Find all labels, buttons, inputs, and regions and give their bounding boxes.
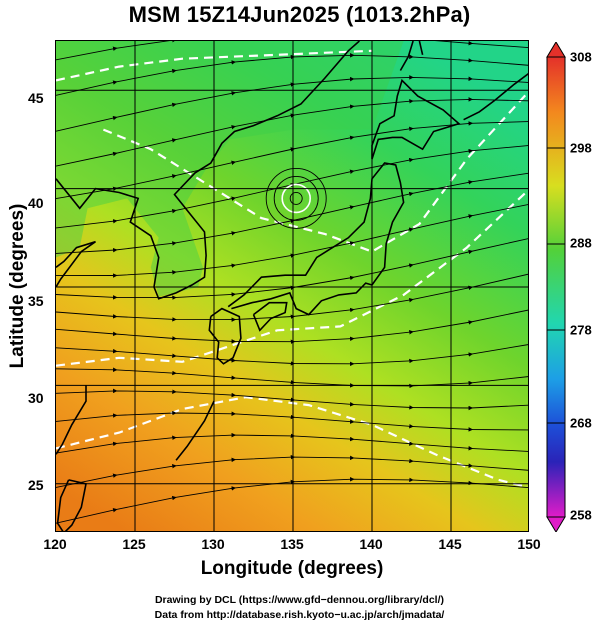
- coastline-layer: [56, 41, 528, 531]
- y-tick-label: 45: [28, 90, 44, 106]
- colorbar-tick-label: 298: [570, 140, 592, 156]
- credit-drawing: Drawing by DCL (https://www.gfd−dennou.o…: [154, 594, 445, 606]
- vortex-ring: [289, 191, 303, 205]
- x-tick-label: 125: [122, 536, 146, 552]
- y-tick-label: 35: [28, 293, 44, 309]
- coast-taiwan: [56, 479, 87, 531]
- vortex-ring: [265, 167, 327, 229]
- colorbar-tick-label: 308: [570, 49, 592, 65]
- colorbar: [546, 42, 566, 532]
- coast-kuril: [463, 72, 528, 121]
- coast-china: [56, 240, 96, 288]
- colorbar-tick-label: 288: [570, 235, 592, 251]
- y-tick-label: 40: [28, 195, 44, 211]
- y-axis-label: Latitude (degrees): [7, 203, 28, 369]
- x-tick-label: 145: [438, 536, 462, 552]
- credit-data: Data from http://database.rish.kyoto−u.a…: [154, 609, 445, 621]
- colorbar-tick-label: 258: [570, 507, 592, 523]
- coast-china-south: [56, 385, 87, 455]
- colorbar-bottom-arrow: [546, 516, 566, 532]
- vortex-highlight: [281, 183, 311, 214]
- map-plot-area: [55, 40, 529, 532]
- coast-sakhalin-east: [418, 41, 424, 55]
- y-tick-label: 25: [28, 477, 44, 493]
- x-tick-label: 150: [517, 536, 541, 552]
- x-tick-label: 135: [280, 536, 304, 552]
- coast-asia: [56, 41, 360, 300]
- coast-honshu: [227, 162, 405, 316]
- x-axis-label: Longitude (degrees): [200, 558, 384, 579]
- coast-shikoku: [252, 301, 288, 332]
- x-tick-label: 120: [43, 536, 67, 552]
- colorbar-tick-label: 278: [570, 322, 592, 338]
- x-tick-label: 130: [201, 536, 225, 552]
- colorbar-body: [546, 56, 566, 518]
- coast-ryukyu: [175, 400, 215, 461]
- colorbar-top-arrow: [546, 42, 566, 58]
- map-title: MSM 15Z14Jun2025 (1013.2hPa): [128, 2, 471, 27]
- colorbar-tick-marks: [547, 147, 565, 424]
- coast-sakhalin: [399, 41, 414, 71]
- coast-hokkaido: [371, 78, 461, 160]
- vortex-ring: [273, 175, 319, 221]
- gridline-layer: [56, 41, 528, 531]
- colorbar-tick-label: 268: [570, 415, 592, 431]
- y-tick-label: 30: [28, 390, 44, 406]
- x-tick-label: 140: [359, 536, 383, 552]
- temperature-map-svg: [56, 41, 528, 531]
